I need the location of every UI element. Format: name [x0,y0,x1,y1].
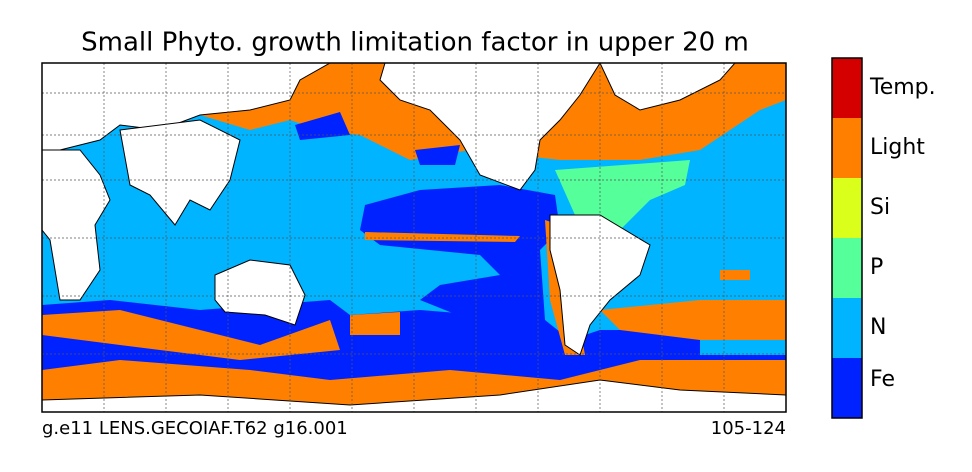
region-n [700,340,786,355]
graticule [42,63,786,412]
colorbar-swatch [832,118,862,178]
colorbar-label: Si [870,195,890,220]
colorbar-label: N [870,315,886,340]
colorbar-label: P [870,255,883,280]
colorbar-label: Fe [870,367,895,392]
colorbar-swatch [832,178,862,238]
land-africa [42,149,111,301]
colorbar-label: Temp. [869,75,936,100]
colorbar: Temp. Light Si P N Fe [831,57,936,419]
map-frame [41,62,787,413]
land-australia [214,259,306,326]
colorbar-frame [831,57,863,419]
colorbar-swatch [832,358,862,418]
footer-right: 105-124 [711,418,786,439]
region-light [600,300,786,340]
title: Small Phyto. growth limitation factor in… [81,28,749,58]
region-fe [295,112,350,140]
footer-left: g.e11 LENS.GECOIAF.T62 g16.001 [42,418,348,439]
region-light [720,270,750,280]
colorbar-swatch [832,298,862,358]
land-asia [119,119,241,226]
region-light [365,232,520,242]
colorbar-swatch [832,238,862,298]
land-greenland [599,63,736,111]
colorbar-swatch [832,58,862,118]
land-north-america [379,63,601,191]
region-fe [360,185,560,320]
map [42,63,786,412]
colorbar-label: Light [870,135,925,160]
region-light [42,310,340,360]
region-light [350,312,400,335]
region-fe [415,145,460,165]
